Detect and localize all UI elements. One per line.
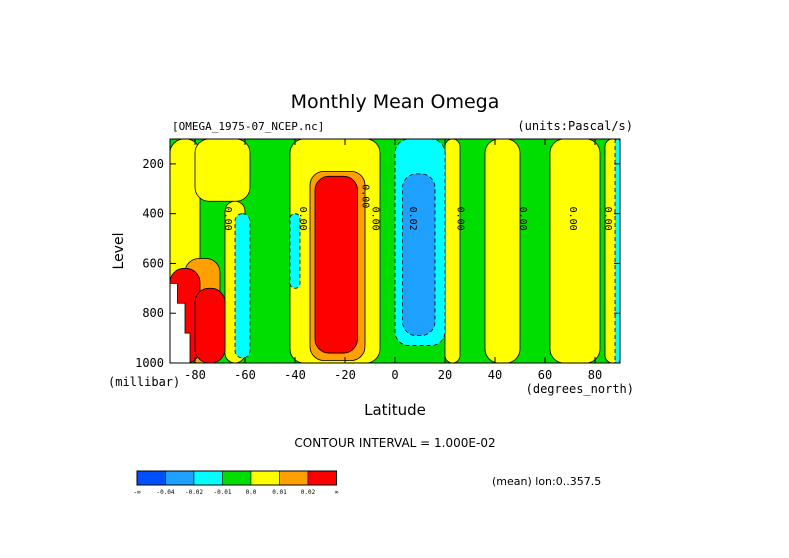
y-tick-label: 600 (142, 256, 164, 270)
x-tick-label: -20 (334, 368, 356, 382)
x-tick-label: 80 (588, 368, 602, 382)
x-tick-label: 0 (391, 368, 398, 382)
colorbar-label: 0.02 (301, 489, 316, 496)
colorbar-frame (136, 470, 337, 486)
region-positive_weak-8 (549, 139, 601, 363)
y-tick-label: 1000 (135, 356, 164, 370)
x-tick-label: 40 (488, 368, 502, 382)
contour-label: 0.00 (567, 207, 578, 231)
colorbar-swatch (222, 470, 252, 486)
colorbar-label: ∞ (335, 489, 339, 496)
colorbar-label: -0.04 (156, 489, 174, 496)
region-positive_weak-6 (444, 139, 461, 363)
plot-area (170, 139, 620, 363)
region-negative_weak-14 (289, 213, 301, 289)
region-positive_weak-7 (484, 139, 521, 363)
x-tick-label: -40 (284, 368, 306, 382)
colorbar-label: 0.01 (272, 489, 287, 496)
x-tick-label: 20 (438, 368, 452, 382)
contour-label: 0.00 (222, 207, 233, 231)
region-negative_weak-17 (614, 139, 620, 363)
x-axis-unit-label: (degrees_north) (526, 382, 634, 396)
contour-label: 0.00 (517, 207, 528, 231)
contour-interval-label: CONTOUR INTERVAL = 1.000E-02 (294, 436, 495, 450)
colorbar-label: 0.0 (246, 489, 257, 496)
region-negative_weak-13 (234, 213, 251, 359)
missing-data-region (170, 282, 191, 363)
colorbar-label: -0.01 (213, 489, 231, 496)
colorbar-swatch (165, 470, 195, 486)
colorbar-swatch (193, 470, 223, 486)
contour-label: 0.00 (360, 184, 371, 208)
x-tick-label: -80 (184, 368, 206, 382)
y-tick-label: 800 (142, 306, 164, 320)
colorbar-swatch (279, 470, 309, 486)
colorbar-swatch (307, 470, 337, 486)
contour-label: 0.02 (407, 207, 418, 231)
y-axis-label: Level (111, 233, 127, 270)
colorbar-label: -∞ (133, 489, 141, 496)
source-label: [OMEGA_1975-07_NCEP.nc] (172, 120, 324, 133)
chart-title: Monthly Mean Omega (291, 91, 500, 113)
region-negative_mid-16 (402, 173, 436, 337)
colorbar-swatch (136, 470, 166, 486)
contour-label: 0.00 (297, 207, 308, 231)
contour-label: 0.00 (602, 207, 613, 231)
y-axis-unit-label: (millibar) (108, 375, 180, 389)
region-positive_strong-5 (314, 175, 358, 354)
colorbar-swatch (250, 470, 280, 486)
units-label: (units:Pascal/s) (517, 119, 633, 133)
region-positive_weak-1 (194, 139, 251, 202)
colorbar: -∞ -0.04 -0.02 -0.01 0.0 0.01 0.02 ∞ (133, 470, 339, 496)
y-tick-label: 400 (142, 207, 164, 221)
colorbar-label: -0.02 (185, 489, 203, 496)
x-tick-label: -60 (234, 368, 256, 382)
mean-note: (mean) lon:0..357.5 (492, 475, 601, 488)
x-axis-label: Latitude (364, 401, 426, 419)
contour-label: 0.00 (455, 207, 466, 231)
contour-label: 0.00 (370, 207, 381, 231)
region-positive_strong-12 (194, 287, 226, 363)
y-tick-label: 200 (142, 157, 164, 171)
x-tick-label: 60 (538, 368, 552, 382)
